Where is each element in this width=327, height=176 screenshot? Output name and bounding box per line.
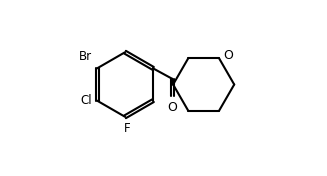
Text: Br: Br <box>79 50 92 63</box>
Text: F: F <box>124 122 130 135</box>
Text: Cl: Cl <box>80 94 92 107</box>
Text: O: O <box>223 49 233 62</box>
Text: O: O <box>167 101 177 114</box>
